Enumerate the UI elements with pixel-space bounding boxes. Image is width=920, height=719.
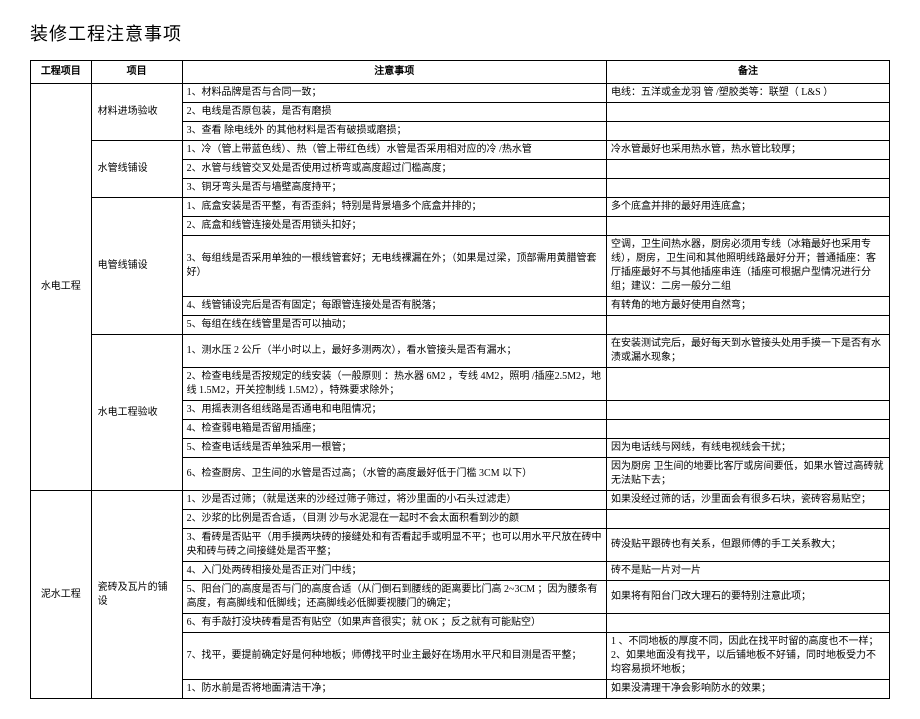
note-cell: 3、铜牙弯头是否与墙壁高度持平；: [182, 179, 606, 198]
subitem-cell: 电管线铺设: [91, 198, 182, 335]
subitem-cell: 水电工程验收: [91, 335, 182, 491]
remark-cell: 砖不是贴一片对一片: [607, 562, 890, 581]
note-cell: 3、查看 除电线外 的其他材料是否有破损或磨损；: [182, 122, 606, 141]
remark-cell: 冷水管最好也采用热水管，热水管比较厚；: [607, 141, 890, 160]
note-cell: 1、底盒安装是否平整，有否歪斜；特别是背景墙多个底盒并排的；: [182, 198, 606, 217]
table-row: 水管线铺设1、冷（管上带蓝色线）、热（管上带红色线）水管是否采用相对应的冷 /热…: [31, 141, 890, 160]
page-title: 装修工程注意事项: [30, 20, 890, 46]
remark-cell: [607, 614, 890, 633]
note-cell: 1、沙是否过筛；（就是送来的沙经过筛子筛过，将沙里面的小石头过滤走）: [182, 491, 606, 510]
note-cell: 5、每组在线在线管里是否可以抽动；: [182, 316, 606, 335]
note-cell: 4、检查弱电箱是否留用插座；: [182, 420, 606, 439]
table-row: 电管线铺设1、底盒安装是否平整，有否歪斜；特别是背景墙多个底盒并排的；多个底盒并…: [31, 198, 890, 217]
remark-cell: [607, 368, 890, 401]
note-cell: 3、每组线是否采用单独的一根线管套好；无电线裸漏在外；（如果是过梁，顶部需用黄腊…: [182, 236, 606, 297]
header-project: 工程项目: [31, 61, 92, 84]
remark-cell: 1 、不同地板的厚度不同，因此在找平时留的高度也不一样； 2、如果地面没有找平，…: [607, 633, 890, 680]
remark-cell: [607, 179, 890, 198]
note-cell: 4、线管铺设完后是否有固定；每跟管连接处是否有脱落；: [182, 297, 606, 316]
remark-cell: 砖没贴平跟砖也有关系，但跟师傅的手工关系教大；: [607, 529, 890, 562]
category-cell: 水电工程: [31, 84, 92, 491]
table-row: 水电工程材料进场验收1、材料品牌是否与合同一致；电线：五洋或金龙羽 管 /塑胶类…: [31, 84, 890, 103]
remark-cell: [607, 122, 890, 141]
note-cell: 2、底盒和线管连接处是否用锁头扣好；: [182, 217, 606, 236]
note-cell: 6、检查厨房、卫生间的水管是否过高；（水管的高度最好低于门槛 3CM 以下）: [182, 458, 606, 491]
remark-cell: 有转角的地方最好使用自然弯；: [607, 297, 890, 316]
note-cell: 6、有手敲打没块砖看是否有贴空（如果声音很实；就 OK ；反之就有可能贴空）: [182, 614, 606, 633]
table-row: 泥水工程瓷砖及瓦片的铺设1、沙是否过筛；（就是送来的沙经过筛子筛过，将沙里面的小…: [31, 491, 890, 510]
remark-cell: [607, 401, 890, 420]
remark-cell: [607, 316, 890, 335]
note-cell: 1、防水前是否将地面清洁干净；: [182, 680, 606, 699]
remark-cell: 空调，卫生间热水器，厨房必须用专线（冰箱最好也采用专线），厨房，卫生间和其他照明…: [607, 236, 890, 297]
note-cell: 1、冷（管上带蓝色线）、热（管上带红色线）水管是否采用相对应的冷 /热水管: [182, 141, 606, 160]
remark-cell: 因为厨房 卫生间的地要比客厅或房间要低，如果水管过高砖就无法贴下去；: [607, 458, 890, 491]
remark-cell: [607, 160, 890, 179]
category-cell: 泥水工程: [31, 491, 92, 699]
note-cell: 1、测水压 2 公斤（半小时以上，最好多测两次），看水管接头是否有漏水；: [182, 335, 606, 368]
remark-cell: 电线：五洋或金龙羽 管 /塑胶类等：联塑（ L&S ）: [607, 84, 890, 103]
remark-cell: [607, 420, 890, 439]
note-cell: 2、检查电线是否按规定的线安装（一般原则 ：热水器 6M2 ，专线 4M2，照明…: [182, 368, 606, 401]
note-cell: 3、看砖是否贴平（用手摸两块砖的接缝处和有否看起手或明显不平；也可以用水平尺放在…: [182, 529, 606, 562]
remark-cell: 如果将有阳台门改大理石的要特别注意此项；: [607, 581, 890, 614]
table-row: 水电工程验收1、测水压 2 公斤（半小时以上，最好多测两次），看水管接头是否有漏…: [31, 335, 890, 368]
note-cell: 2、沙浆的比例是否合适，（目测 沙与水泥混在一起时不会太面积看到沙的颜: [182, 510, 606, 529]
remark-cell: 多个底盒并排的最好用连底盒；: [607, 198, 890, 217]
main-table: 工程项目 项目 注意事项 备注 水电工程材料进场验收1、材料品牌是否与合同一致；…: [30, 60, 890, 699]
remark-cell: 因为电话线与网线，有线电视线会干扰；: [607, 439, 890, 458]
remark-cell: 如果没经过筛的话，沙里面会有很多石块，瓷砖容易贴空；: [607, 491, 890, 510]
remark-cell: [607, 510, 890, 529]
note-cell: 4、入门处两砖相接处是否正对门中线；: [182, 562, 606, 581]
header-remark: 备注: [607, 61, 890, 84]
note-cell: 3、用摇表测各组线路是否通电和电阻情况；: [182, 401, 606, 420]
remark-cell: 如果没清理干净会影响防水的效果；: [607, 680, 890, 699]
note-cell: 7、找平，要提前确定好是何种地板；师傅找平时业主最好在场用水平尺和目测是否平整；: [182, 633, 606, 680]
note-cell: 5、阳台门的高度是否与门的高度合适（从门倒石到腰线的距离要比门高 2~3CM ；…: [182, 581, 606, 614]
note-cell: 1、材料品牌是否与合同一致；: [182, 84, 606, 103]
subitem-cell: 材料进场验收: [91, 84, 182, 141]
header-row: 工程项目 项目 注意事项 备注: [31, 61, 890, 84]
header-note: 注意事项: [182, 61, 606, 84]
remark-cell: 在安装测试完后，最好每天到水管接头处用手摸一下是否有水渍或漏水现象；: [607, 335, 890, 368]
note-cell: 2、水管与线管交叉处是否使用过桥弯或高度超过门槛高度；: [182, 160, 606, 179]
note-cell: 5、检查电话线是否单独采用一根管；: [182, 439, 606, 458]
remark-cell: [607, 103, 890, 122]
note-cell: 2、电线是否原包装，是否有磨损: [182, 103, 606, 122]
header-item: 项目: [91, 61, 182, 84]
subitem-cell: 水管线铺设: [91, 141, 182, 198]
subitem-cell: 瓷砖及瓦片的铺设: [91, 491, 182, 699]
remark-cell: [607, 217, 890, 236]
